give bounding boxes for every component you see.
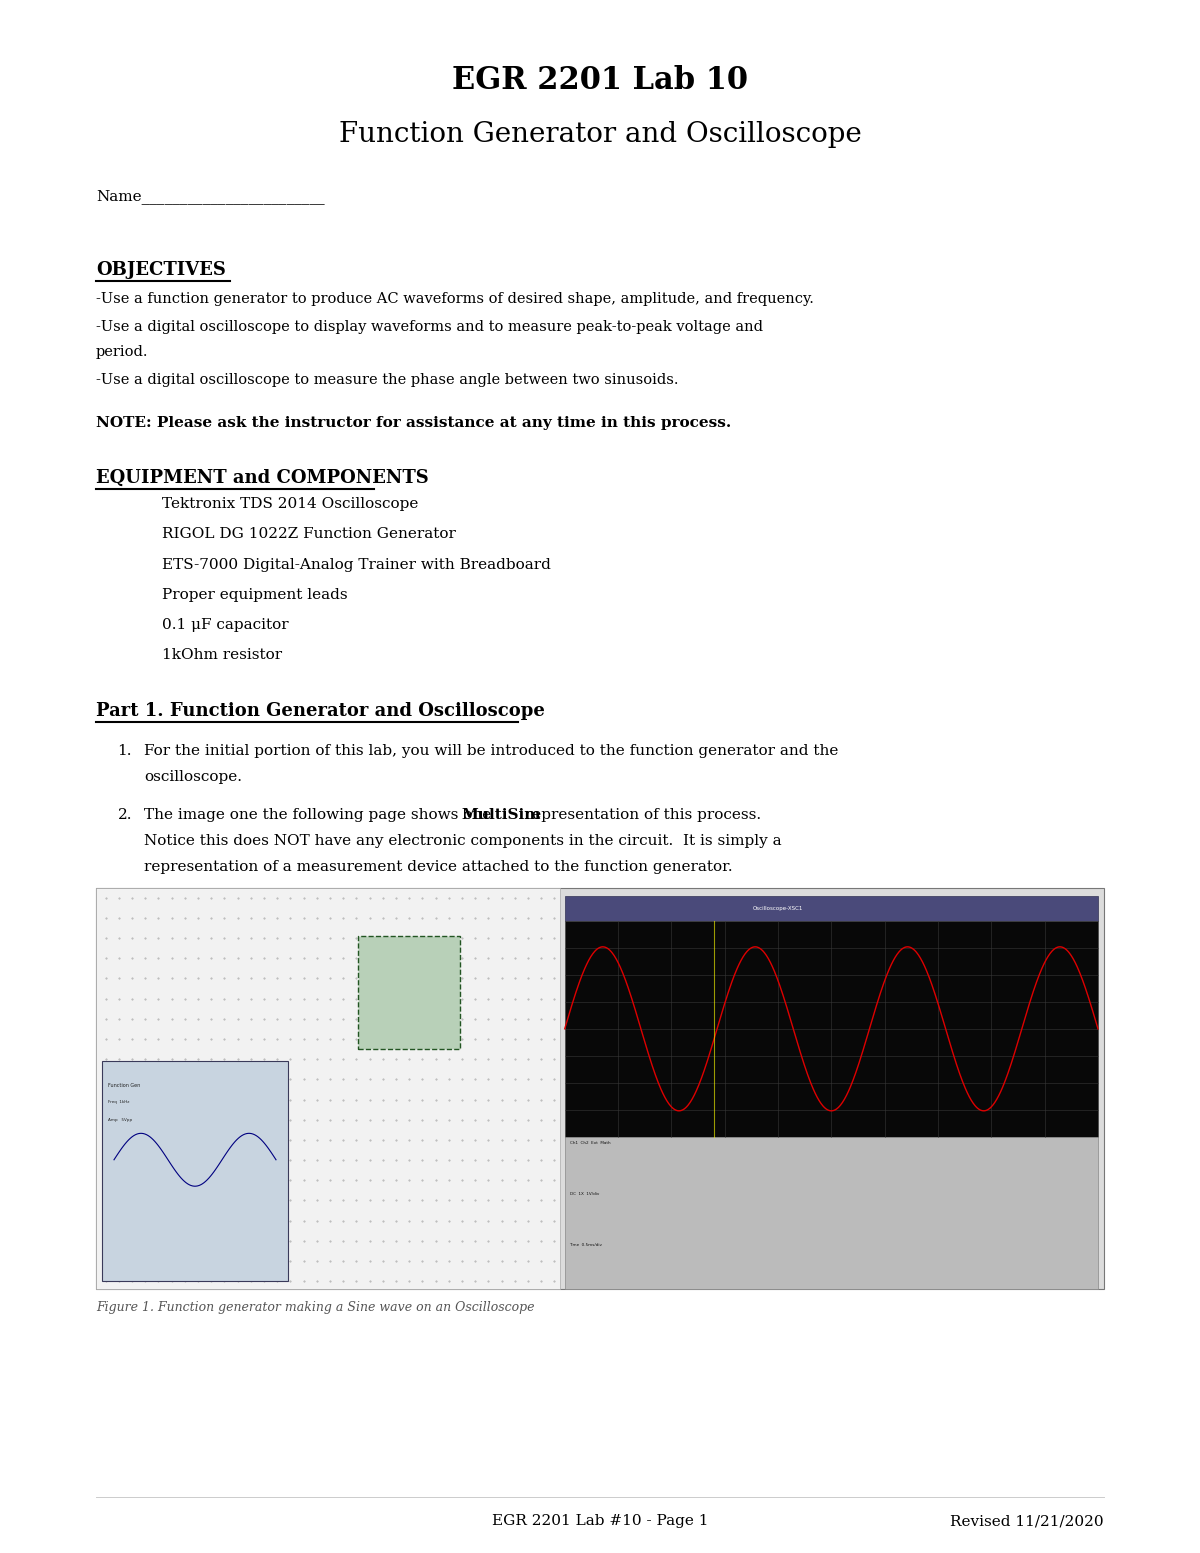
Text: Name________________________: Name________________________ — [96, 189, 325, 205]
Text: Proper equipment leads: Proper equipment leads — [162, 589, 348, 603]
Text: Function Generator and Oscilloscope: Function Generator and Oscilloscope — [338, 121, 862, 148]
Text: Ch1  Ch2  Ext  Math: Ch1 Ch2 Ext Math — [570, 1141, 610, 1146]
Bar — [96, 888, 559, 1289]
Text: Tektronix TDS 2014 Oscilloscope: Tektronix TDS 2014 Oscilloscope — [162, 497, 419, 511]
Text: -Use a function generator to produce AC waveforms of desired shape, amplitude, a: -Use a function generator to produce AC … — [96, 292, 814, 306]
Text: DC  1X  1V/div: DC 1X 1V/div — [570, 1193, 599, 1196]
Text: period.: period. — [96, 345, 149, 359]
Bar — [565, 921, 1098, 1137]
Text: Figure 1. Function generator making a Sine wave on an Oscilloscope: Figure 1. Function generator making a Si… — [96, 1301, 534, 1314]
Text: EGR 2201 Lab #10 - Page 1: EGR 2201 Lab #10 - Page 1 — [492, 1514, 708, 1528]
Bar — [358, 936, 460, 1048]
Text: ETS-7000 Digital-Analog Trainer with Breadboard: ETS-7000 Digital-Analog Trainer with Bre… — [162, 558, 551, 572]
Text: Notice this does NOT have any electronic components in the circuit.  It is simpl: Notice this does NOT have any electronic… — [144, 834, 781, 848]
Text: Oscilloscope-XSC1: Oscilloscope-XSC1 — [752, 905, 803, 912]
Text: MultiSim: MultiSim — [461, 808, 541, 822]
Bar — [565, 1137, 1098, 1289]
Text: Part 1. Function Generator and Oscilloscope: Part 1. Function Generator and Oscillosc… — [96, 702, 545, 721]
Text: The image one the following page shows one: The image one the following page shows o… — [144, 808, 496, 822]
Text: Function Gen: Function Gen — [108, 1082, 140, 1087]
Text: EGR 2201 Lab 10: EGR 2201 Lab 10 — [452, 65, 748, 96]
Bar — [565, 896, 1098, 921]
Text: -Use a digital oscilloscope to display waveforms and to measure peak-to-peak vol: -Use a digital oscilloscope to display w… — [96, 320, 763, 334]
Text: Time  0.5ms/div: Time 0.5ms/div — [570, 1242, 602, 1247]
Text: 2.: 2. — [118, 808, 132, 822]
Text: oscilloscope.: oscilloscope. — [144, 770, 242, 784]
Text: Freq  1kHz: Freq 1kHz — [108, 1100, 130, 1104]
Text: 1.: 1. — [118, 744, 132, 758]
Text: RIGOL DG 1022Z Function Generator: RIGOL DG 1022Z Function Generator — [162, 528, 456, 542]
Text: OBJECTIVES: OBJECTIVES — [96, 261, 226, 280]
Text: EQUIPMENT and COMPONENTS: EQUIPMENT and COMPONENTS — [96, 469, 428, 488]
Text: representation of a measurement device attached to the function generator.: representation of a measurement device a… — [144, 860, 733, 874]
Bar — [102, 1061, 288, 1281]
Text: -Use a digital oscilloscope to measure the phase angle between two sinusoids.: -Use a digital oscilloscope to measure t… — [96, 373, 678, 387]
Text: 0.1 μF capacitor: 0.1 μF capacitor — [162, 618, 289, 632]
Text: representation of this process.: representation of this process. — [521, 808, 762, 822]
Text: NOTE: Please ask the instructor for assistance at any time in this process.: NOTE: Please ask the instructor for assi… — [96, 416, 731, 430]
Text: For the initial portion of this lab, you will be introduced to the function gene: For the initial portion of this lab, you… — [144, 744, 839, 758]
Text: Revised 11/21/2020: Revised 11/21/2020 — [950, 1514, 1104, 1528]
Bar — [96, 888, 1104, 1289]
Text: Amp   5Vpp: Amp 5Vpp — [108, 1118, 132, 1121]
Text: 1kOhm resistor: 1kOhm resistor — [162, 649, 282, 663]
